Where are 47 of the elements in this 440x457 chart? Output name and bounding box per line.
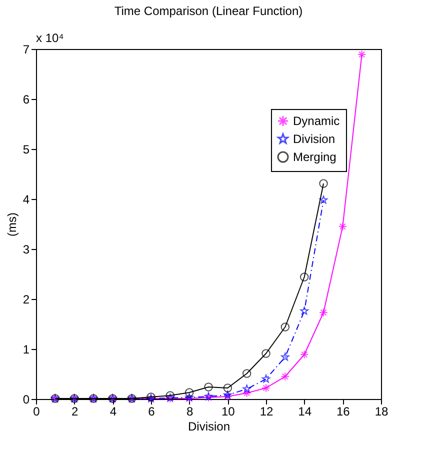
- y-tick-label: 6: [22, 92, 30, 106]
- point: [204, 382, 213, 392]
- y-tick-label: 7: [22, 42, 30, 56]
- y-tick-label: 0: [22, 392, 30, 406]
- point: [280, 352, 290, 361]
- point: [319, 179, 328, 188]
- point: [242, 388, 252, 398]
- x-tick-label: 2: [71, 404, 78, 418]
- point: [300, 272, 309, 282]
- point: [184, 388, 194, 397]
- x-tick-label: 10: [221, 404, 236, 418]
- point: [262, 384, 270, 392]
- legend-label: Division: [293, 132, 336, 146]
- y-tick-label: 2: [22, 292, 30, 306]
- x-tick-label: 0: [33, 404, 40, 418]
- x-tick-label: 12: [260, 404, 274, 418]
- x-tick-label: 8: [186, 404, 194, 418]
- legend-label: Merging: [293, 150, 336, 164]
- point: [223, 392, 232, 401]
- point: [166, 391, 175, 400]
- point: [223, 384, 232, 392]
- legend-label: Dynamic: [293, 114, 340, 128]
- x-axis-title: Division: [188, 420, 230, 434]
- x-tick-label: 4: [110, 404, 117, 418]
- x-tick-label: 16: [336, 404, 350, 418]
- point: [300, 306, 309, 315]
- point: [280, 372, 290, 381]
- point: [242, 369, 252, 378]
- x-tick-label: 6: [148, 404, 156, 418]
- x-tick-label: 18: [374, 404, 388, 418]
- point: [338, 222, 348, 231]
- y-tick-label: 3: [22, 242, 30, 256]
- y-axis-title: (ms): [4, 212, 19, 236]
- point: [319, 308, 328, 317]
- point: [280, 322, 290, 332]
- point: [357, 50, 366, 59]
- y-tick-label: 4: [22, 192, 30, 206]
- x-tick-label: 14: [298, 404, 312, 418]
- point: [300, 350, 309, 359]
- point: [262, 374, 270, 383]
- y-tick-label: 1: [22, 342, 30, 356]
- point: [319, 196, 328, 204]
- point: [262, 349, 270, 358]
- text: x 10⁴: [36, 31, 64, 45]
- chart-title: Time Comparison (Linear Function): [114, 4, 303, 18]
- point: [242, 384, 252, 393]
- y-tick-label: 5: [22, 142, 30, 156]
